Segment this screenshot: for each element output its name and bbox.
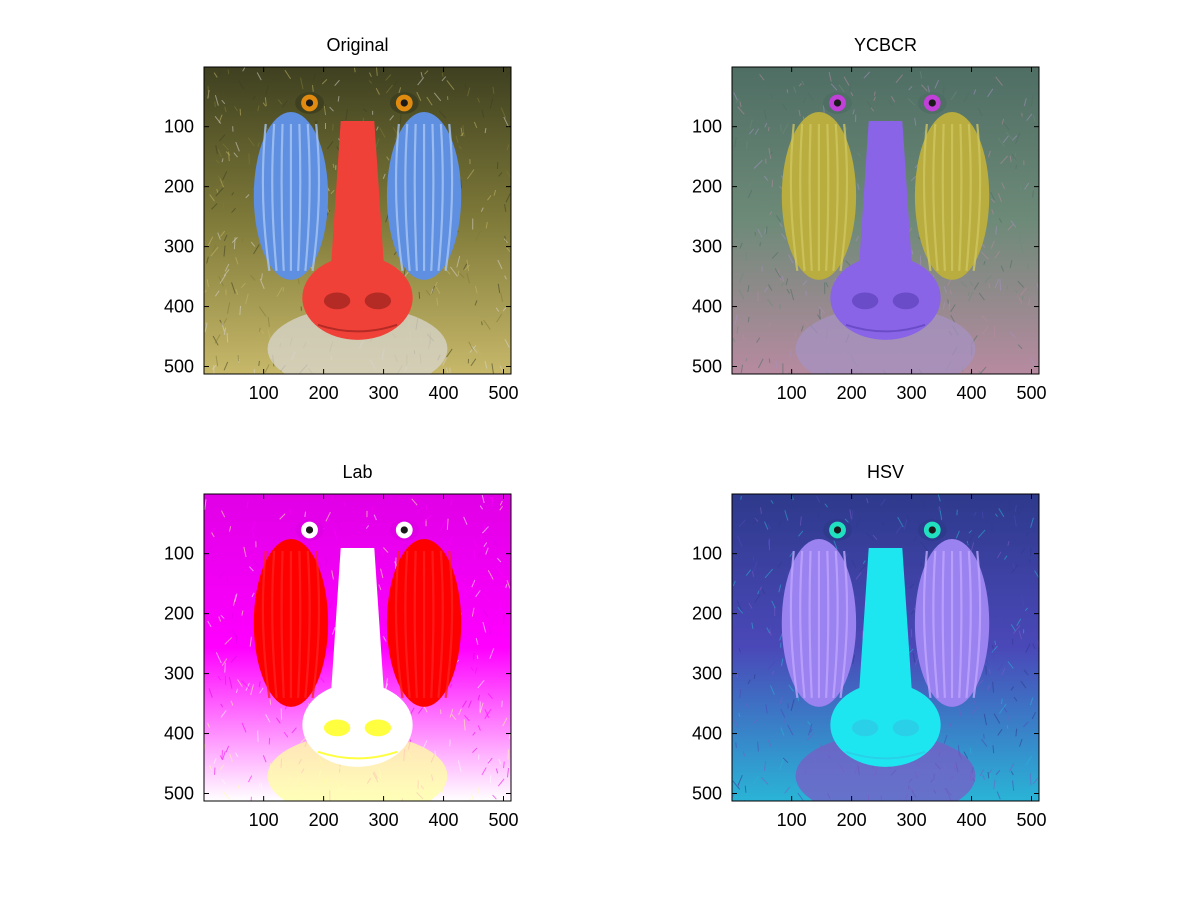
subplot-grid: Original100100200200300300400400500500YC… (164, 35, 1047, 830)
baboon-image-lab (204, 494, 511, 801)
baboon-image-ycbcr (732, 67, 1039, 374)
y-tick-label: 400 (692, 297, 722, 317)
y-tick-label: 300 (692, 664, 722, 684)
subplot-original: Original 100 100 200 200 300 300 400 400 500 500 (164, 35, 519, 403)
y-tick-label: 300 (692, 237, 722, 257)
x-tick-label: 500 (1016, 810, 1046, 830)
y-tick-label: 400 (164, 724, 194, 744)
subplot-title: YCBCR (854, 35, 917, 55)
y-tick-label: 300 (164, 237, 194, 257)
x-tick-label: 300 (369, 383, 399, 403)
x-tick-label: 400 (957, 810, 987, 830)
y-tick-label: 400 (692, 724, 722, 744)
y-tick-label: 400 (164, 297, 194, 317)
y-tick-label: 100 (692, 544, 722, 564)
y-tick-label: 100 (164, 117, 194, 137)
subplot-hsv: HSV 100 100 200 200 300 300 400 400 500 500 (692, 462, 1047, 830)
baboon-image-hsv (732, 494, 1039, 801)
y-tick-label: 200 (164, 604, 194, 624)
y-tick-label: 200 (692, 604, 722, 624)
x-tick-label: 200 (837, 810, 867, 830)
y-tick-label: 300 (164, 664, 194, 684)
x-tick-label: 500 (1016, 383, 1046, 403)
subplot-title: Original (326, 35, 388, 55)
y-tick-label: 100 (692, 117, 722, 137)
subplot-ycbcr: YCBCR 100 100 200 200 300 300 400 400 500 500 (692, 35, 1047, 403)
axes-frame (203, 66, 512, 375)
x-tick-label: 400 (429, 810, 459, 830)
x-tick-label: 200 (837, 383, 867, 403)
x-tick-label: 200 (309, 810, 339, 830)
axes-frame (203, 493, 512, 802)
y-tick-label: 500 (692, 357, 722, 377)
x-tick-label: 100 (777, 383, 807, 403)
subplot-lab: Lab 100 100 200 200 300 300 400 400 500 500 (164, 462, 519, 830)
x-tick-label: 400 (957, 383, 987, 403)
x-tick-label: 200 (309, 383, 339, 403)
x-tick-label: 300 (897, 810, 927, 830)
axes-frame (731, 66, 1040, 375)
x-tick-label: 300 (369, 810, 399, 830)
y-tick-label: 500 (164, 357, 194, 377)
x-tick-label: 100 (249, 810, 279, 830)
x-tick-label: 300 (897, 383, 927, 403)
y-tick-label: 200 (164, 177, 194, 197)
subplot-title: Lab (342, 462, 372, 482)
axes-frame (731, 493, 1040, 802)
x-tick-label: 500 (488, 810, 518, 830)
x-tick-label: 100 (249, 383, 279, 403)
x-tick-label: 500 (488, 383, 518, 403)
y-tick-label: 100 (164, 544, 194, 564)
subplot-title: HSV (867, 462, 904, 482)
x-tick-label: 100 (777, 810, 807, 830)
y-tick-label: 200 (692, 177, 722, 197)
y-tick-label: 500 (164, 784, 194, 804)
baboon-image-original (204, 67, 511, 374)
x-tick-label: 400 (429, 383, 459, 403)
y-tick-label: 500 (692, 784, 722, 804)
